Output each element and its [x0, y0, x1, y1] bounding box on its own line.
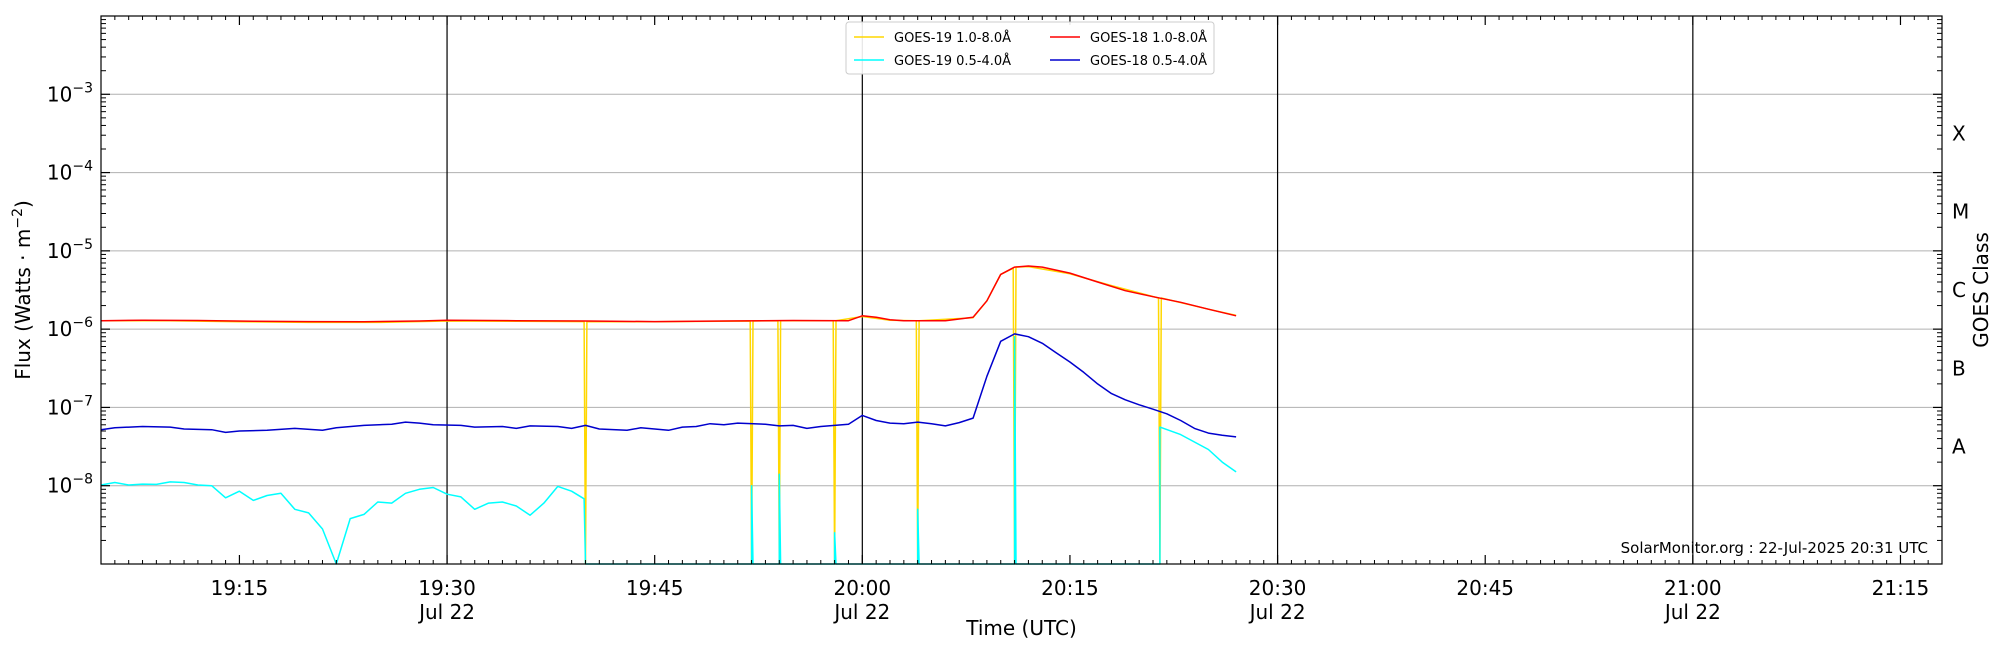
x-tick-label: 21:00 — [1664, 576, 1722, 600]
series-line — [100, 335, 1237, 565]
x-tick-label: 19:30 — [418, 576, 476, 600]
y-tick-label: 10−3 — [47, 80, 93, 106]
series-layer — [100, 265, 1237, 565]
y-tick-label: 10−8 — [47, 472, 93, 498]
legend: GOES-19 1.0-8.0Å GOES-19 0.5-4.0Å GOES-18 … — [845, 21, 1215, 75]
x-tick-label: 20:45 — [1456, 576, 1514, 600]
x-tick-label: 21:15 — [1872, 576, 1930, 600]
y-tick-label: 10−5 — [47, 237, 93, 263]
x-tick-label: 19:45 — [626, 576, 684, 600]
y-tick-label: 10−7 — [47, 393, 93, 419]
credit-text: SolarMonitor.org : 22-Jul-2025 20:31 UTC — [1621, 539, 1928, 557]
legend-label: GOES-19 1.0-8.0Å — [894, 30, 1011, 46]
goes-class-axis-title: GOES Class — [1969, 232, 1993, 348]
x-tick-date-label: Jul 22 — [832, 600, 890, 624]
y-axis-title: Flux (Watts · m−2) — [10, 200, 35, 380]
series-line — [100, 265, 1237, 323]
x-axis-title: Time (UTC) — [965, 616, 1077, 640]
x-tick-date-label: Jul 22 — [417, 600, 475, 624]
legend-label: GOES-19 0.5-4.0Å — [894, 53, 1011, 69]
x-tick-label: 19:15 — [211, 576, 269, 600]
y-tick-label: 10−6 — [47, 315, 93, 341]
goes-class-label: A — [1952, 435, 1966, 459]
legend-box — [845, 21, 1215, 75]
series-line — [100, 333, 1237, 438]
x-tick-label: 20:30 — [1249, 576, 1307, 600]
legend-label: GOES-18 0.5-4.0Å — [1090, 53, 1207, 69]
legend-label: GOES-18 1.0-8.0Å — [1090, 30, 1207, 46]
goes-class-label: C — [1952, 278, 1966, 302]
grid-layer — [101, 93, 1942, 487]
day-lines — [446, 16, 1694, 564]
x-tick-date-label: Jul 22 — [1663, 600, 1721, 624]
goes-class-label: X — [1952, 121, 1966, 145]
goes-class-label: M — [1952, 200, 1969, 224]
x-tick-label: 20:15 — [1041, 576, 1099, 600]
goes-class-label: B — [1952, 356, 1966, 380]
plot-frame — [100, 15, 1943, 565]
x-tick-date-label: Jul 22 — [1248, 600, 1306, 624]
x-tick-label: 20:00 — [833, 576, 891, 600]
y-tick-label: 10−4 — [47, 159, 93, 185]
